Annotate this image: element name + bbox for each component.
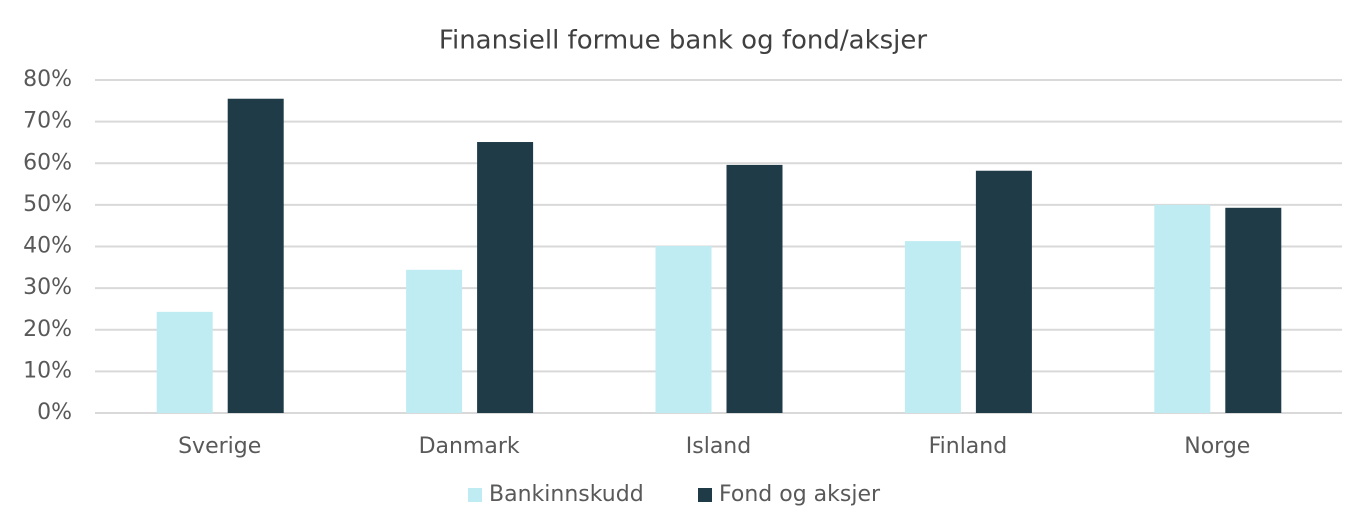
bar [227,98,284,413]
y-tick-label: 60% [23,150,72,175]
legend-swatch [468,488,482,502]
bar [975,170,1032,413]
y-tick-label: 80% [23,67,72,92]
y-tick-label: 50% [23,192,72,217]
bar [904,241,961,413]
y-tick-label: 30% [23,275,72,300]
bar [655,246,712,413]
bar [1225,207,1282,413]
y-tick-label: 40% [23,234,72,259]
bar [1154,204,1211,413]
legend-label: Fond og aksjer [719,482,881,507]
y-tick-label: 10% [23,358,72,383]
legend-swatch [698,488,712,502]
bar [156,311,213,413]
chart-title: Finansiell formue bank og fond/aksjer [439,26,927,56]
x-tick-label: Island [686,434,751,459]
x-tick-label: Sverige [178,434,261,459]
x-tick-label: Danmark [419,434,520,459]
legend-label: Bankinnskudd [489,482,644,507]
y-tick-label: 70% [23,109,72,134]
bar [406,269,463,413]
y-tick-label: 0% [37,400,72,425]
x-tick-label: Norge [1184,434,1250,459]
x-tick-label: Finland [929,434,1008,459]
y-tick-label: 20% [23,317,72,342]
bar [477,142,534,414]
bar [726,164,783,413]
